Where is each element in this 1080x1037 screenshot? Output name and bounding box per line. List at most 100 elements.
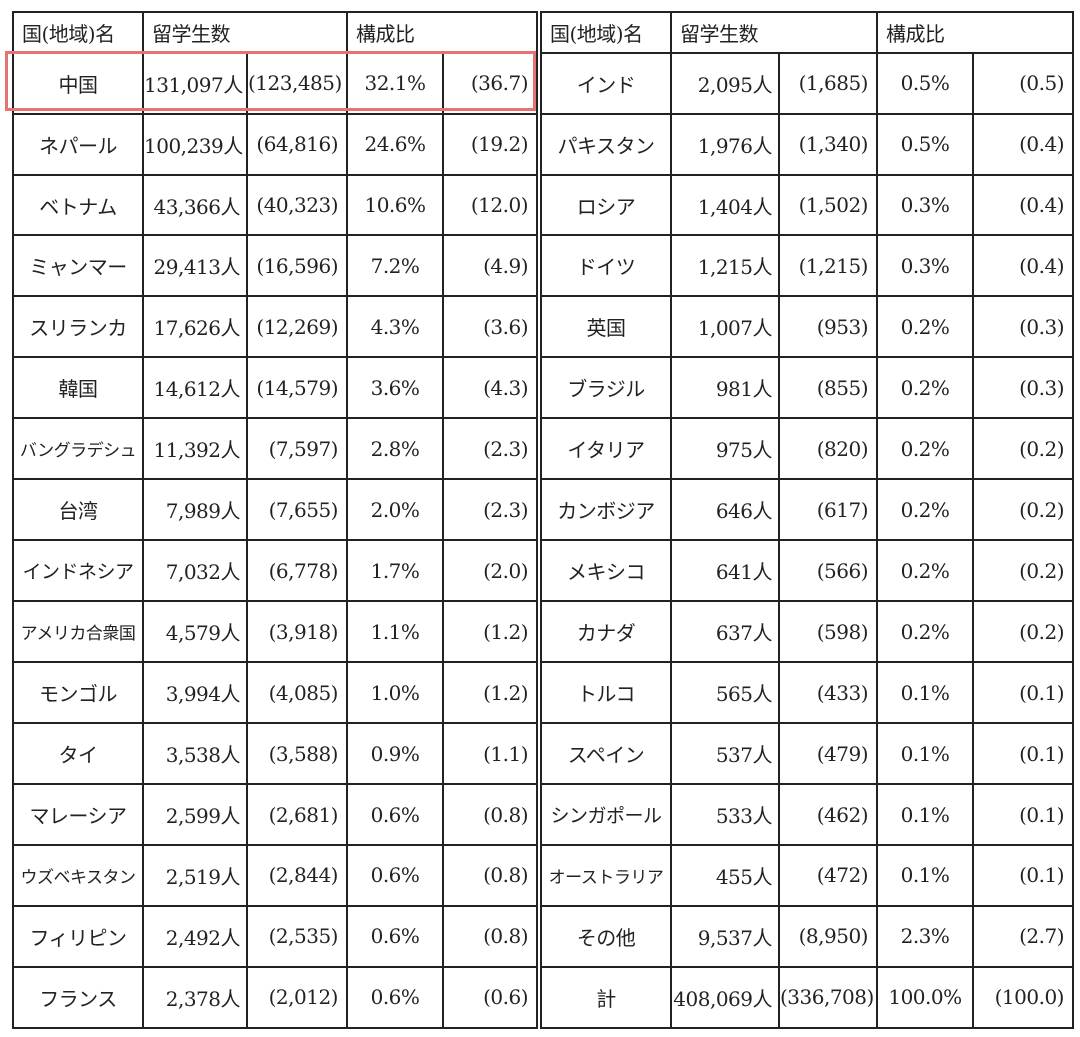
student-count: 7,032人: [142, 539, 248, 603]
previous-ratio: (2.3): [442, 478, 542, 542]
previous-count: (3,588): [246, 722, 348, 786]
country-name: ブラジル: [538, 356, 672, 420]
student-count: 565人: [670, 661, 780, 725]
previous-count: (479): [778, 722, 878, 786]
country-name: インド: [538, 51, 672, 115]
previous-count: (4,085): [246, 661, 348, 725]
ratio-percent: 2.0%: [346, 478, 444, 542]
country-name: シンガポール: [538, 783, 672, 847]
table-row: モンゴル 3,994人 (4,085) 1.0% (1.2) トルコ 565人 (433) 0.…: [12, 661, 1074, 725]
student-count: 17,626人: [142, 295, 248, 359]
student-count: 1,007人: [670, 295, 780, 359]
header-country-right: 国(地域)名: [538, 11, 672, 54]
header-students-right: 留学生数: [670, 11, 878, 54]
ratio-percent: 2.8%: [346, 417, 444, 481]
table-row: フランス 2,378人 (2,012) 0.6% (0.6) 計 408,069人 (336,…: [12, 965, 1074, 1030]
table-row: タイ 3,538人 (3,588) 0.9% (1.1) スペイン 537人 (479) 0.1…: [12, 722, 1074, 786]
country-name: ウズベキスタン: [12, 844, 144, 907]
student-count: 2,492人: [142, 904, 248, 968]
previous-ratio: (19.2): [442, 112, 542, 176]
student-count: 637人: [670, 600, 780, 664]
previous-ratio: (0.8): [442, 904, 542, 968]
international-students-table: 国(地域)名 留学生数 構成比 国(地域)名 留学生数 構成比 中国 131,09…: [12, 11, 1074, 1030]
previous-ratio: (2.0): [442, 539, 542, 603]
previous-count: (64,816): [246, 112, 348, 176]
student-count: 43,366人: [142, 173, 248, 237]
table-header-row: 国(地域)名 留学生数 構成比 国(地域)名 留学生数 構成比: [12, 11, 1074, 54]
previous-ratio: (0.1): [972, 722, 1074, 786]
student-count: 2,378人: [142, 965, 248, 1030]
previous-count: (123,485): [246, 51, 348, 115]
country-name: トルコ: [538, 661, 672, 725]
country-name: その他: [538, 904, 672, 968]
ratio-percent: 2.3%: [876, 904, 974, 968]
ratio-percent: 4.3%: [346, 295, 444, 359]
previous-count: (855): [778, 356, 878, 420]
previous-count: (2,535): [246, 904, 348, 968]
ratio-percent: 10.6%: [346, 173, 444, 237]
ratio-percent: 0.2%: [876, 478, 974, 542]
table-row: ミャンマー 29,413人 (16,596) 7.2% (4.9) ドイツ 1,215人 (1…: [12, 234, 1074, 298]
ratio-percent: 24.6%: [346, 112, 444, 176]
previous-count: (472): [778, 844, 878, 907]
previous-ratio: (2.7): [972, 904, 1074, 968]
student-count: 641人: [670, 539, 780, 603]
country-name: カナダ: [538, 600, 672, 664]
previous-count: (1,502): [778, 173, 878, 237]
header-students-left: 留学生数: [142, 11, 348, 54]
student-count: 1,404人: [670, 173, 780, 237]
country-name: 英国: [538, 295, 672, 359]
table-row: 中国 131,097人 (123,485) 32.1% (36.7) インド 2,095人(…: [12, 51, 1074, 115]
table-row: インドネシア 7,032人 (6,778) 1.7% (2.0) メキシコ 641人 (566…: [12, 539, 1074, 603]
previous-count: (953): [778, 295, 878, 359]
ratio-percent: 0.6%: [346, 783, 444, 847]
student-count: 131,097人: [142, 51, 248, 115]
student-count: 14,612人: [142, 356, 248, 420]
previous-ratio: (0.6): [442, 965, 542, 1030]
ratio-percent: 0.2%: [876, 539, 974, 603]
student-count: 3,994人: [142, 661, 248, 725]
previous-ratio: (1.2): [442, 661, 542, 725]
previous-ratio: (0.2): [972, 600, 1074, 664]
country-name: スペイン: [538, 722, 672, 786]
ratio-percent: 0.1%: [876, 661, 974, 725]
table-row: ネパール 100,239人 (64,816) 24.6% (19.2) パキスタン 1,97…: [12, 112, 1074, 176]
student-count: 3,538人: [142, 722, 248, 786]
country-name: ドイツ: [538, 234, 672, 298]
previous-ratio: (0.2): [972, 478, 1074, 542]
student-count: 2,519人: [142, 844, 248, 907]
country-name: タイ: [12, 722, 144, 786]
ratio-percent: 3.6%: [346, 356, 444, 420]
student-count: 1,215人: [670, 234, 780, 298]
previous-ratio: (0.3): [972, 295, 1074, 359]
student-count: 537人: [670, 722, 780, 786]
table-row: 韓国 14,612人 (14,579) 3.6% (4.3) ブラジル 981人 (855) 0…: [12, 356, 1074, 420]
ratio-percent: 1.1%: [346, 600, 444, 664]
previous-count: (16,596): [246, 234, 348, 298]
previous-count: (7,655): [246, 478, 348, 542]
country-name: フィリピン: [12, 904, 144, 968]
table-row: スリランカ 17,626人 (12,269) 4.3% (3.6) 英国 1,007人 (95…: [12, 295, 1074, 359]
previous-count: (566): [778, 539, 878, 603]
previous-ratio: (0.4): [972, 112, 1074, 176]
student-count: 533人: [670, 783, 780, 847]
previous-ratio: (0.1): [972, 783, 1074, 847]
ratio-percent: 0.5%: [876, 112, 974, 176]
previous-ratio: (0.1): [972, 661, 1074, 725]
previous-count: (617): [778, 478, 878, 542]
ratio-percent: 1.7%: [346, 539, 444, 603]
previous-ratio: (2.3): [442, 417, 542, 481]
previous-count: (8,950): [778, 904, 878, 968]
student-count: 975人: [670, 417, 780, 481]
header-country-left: 国(地域)名: [12, 11, 144, 54]
previous-count: (2,681): [246, 783, 348, 847]
student-count: 11,392人: [142, 417, 248, 481]
student-count: 2,599人: [142, 783, 248, 847]
previous-ratio: (0.8): [442, 783, 542, 847]
student-count: 455人: [670, 844, 780, 907]
previous-count: (7,597): [246, 417, 348, 481]
ratio-percent: 0.1%: [876, 722, 974, 786]
previous-count: (462): [778, 783, 878, 847]
country-name: モンゴル: [12, 661, 144, 725]
previous-ratio: (0.8): [442, 844, 542, 907]
